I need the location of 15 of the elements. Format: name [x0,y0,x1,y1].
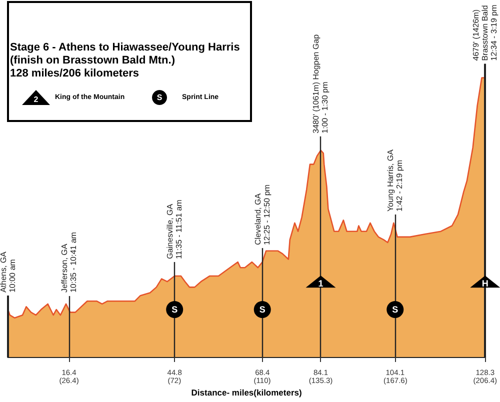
annotation: S [259,304,266,315]
annotation: S [156,93,163,102]
x-axis-title: Distance- miles(kilometers) [191,388,302,398]
annotation: Athens, GA 10:00 am [0,250,17,293]
annotation: 3480' (1061m) Hogpen Gap 1:00 - 1:30 pm [312,34,330,134]
annotation: Gainesville, GA 11:35 - 11:51 am [166,199,184,260]
annotation: Young Harris, GA 1:42 - 2:19 pm [386,148,404,212]
annotation: 4679' (1426m) Brasstown Bald 12:34 - 3:19 pm [472,4,499,61]
chart-subtitle: 128 miles/206 kilometers [10,68,140,80]
annotation: Cleveland, GA 12:25 - 12:50 pm [253,184,272,246]
annotation: Jefferson, GA 10:35 - 10:41 am [60,232,78,293]
annotation: S [392,304,398,315]
chart-title: Stage 6 - Athens to Hiawassee/Young Harris (finish on Brasstown Bald Mtn.) [10,42,243,66]
annotation: 2 [34,95,39,104]
annotation: S [172,304,178,315]
